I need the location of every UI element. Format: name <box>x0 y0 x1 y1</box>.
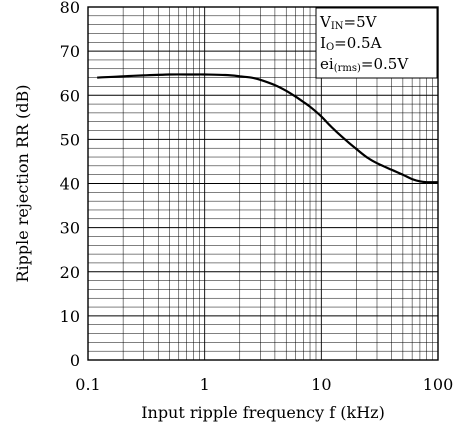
x-tick-label: 1 <box>200 375 210 394</box>
y-tick-label: 60 <box>60 86 80 105</box>
x-axis-label: Input ripple frequency f (kHz) <box>141 403 385 422</box>
condition-line: ei(rms)=0.5V <box>320 55 409 74</box>
y-tick-label: 0 <box>70 351 80 370</box>
condition-line: IO=0.5A <box>320 34 382 53</box>
x-tick-label: 0.1 <box>75 375 100 394</box>
conditions-legend: VIN=5V IO=0.5A ei(rms)=0.5V <box>319 13 409 74</box>
x-tick-label: 10 <box>311 375 331 394</box>
y-tick-label: 40 <box>60 175 80 194</box>
y-tick-labels: 0 10 20 30 40 50 60 70 80 <box>60 0 80 370</box>
x-tick-label: 100 <box>423 375 454 394</box>
y-axis-label: Ripple rejection RR (dB) <box>13 84 32 282</box>
y-tick-label: 30 <box>60 219 80 238</box>
y-tick-label: 70 <box>60 42 80 61</box>
y-tick-label: 50 <box>60 130 80 149</box>
y-tick-label: 10 <box>60 307 80 326</box>
y-tick-label: 20 <box>60 263 80 282</box>
ripple-rejection-curve <box>97 73 438 184</box>
y-tick-label: 80 <box>60 0 80 17</box>
plot-frame <box>87 6 439 361</box>
minor-grid <box>88 7 438 360</box>
conditions-box <box>315 7 438 79</box>
condition-line: VIN=5V <box>319 13 378 32</box>
x-tick-labels: 0.1 1 10 100 <box>75 375 453 394</box>
